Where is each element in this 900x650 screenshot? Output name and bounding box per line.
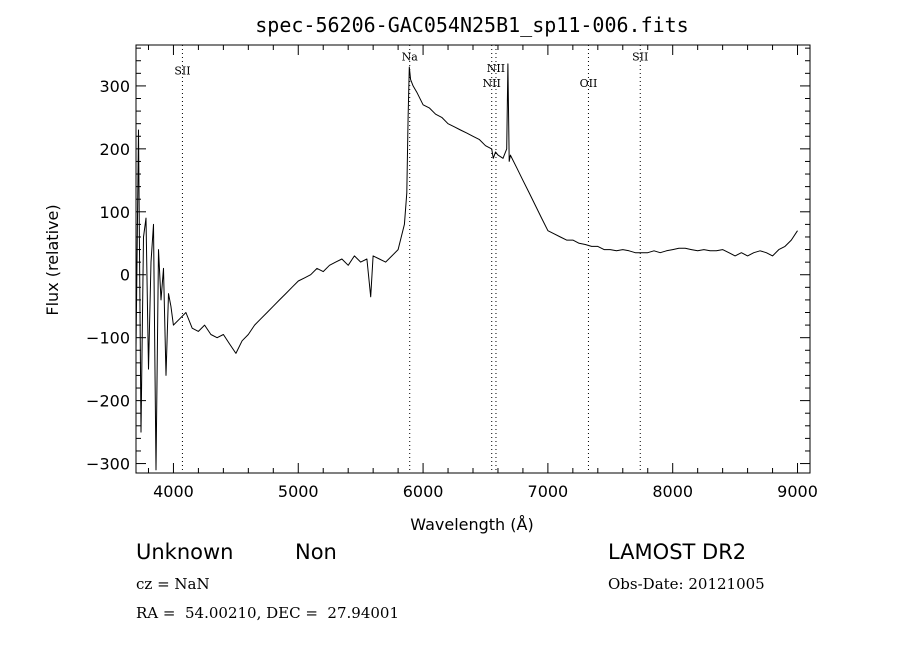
plot-frame <box>135 44 811 474</box>
chart-title: spec-56206-GAC054N25B1_sp11-006.fits <box>255 13 688 37</box>
y-tick-label: 200 <box>99 140 130 159</box>
survey-name: LAMOST DR2 <box>608 540 747 564</box>
y-tick-label: −300 <box>86 455 130 474</box>
object-class: Unknown <box>136 540 234 564</box>
plot-area: SII Na NII NII OII SII <box>135 45 798 473</box>
spectral-line-label: SII <box>174 65 190 78</box>
redshift-text: cz = NaN <box>136 575 210 593</box>
x-tick-label: 6000 <box>403 482 444 501</box>
spectral-line-label: Na <box>402 51 419 64</box>
y-tick-label: 0 <box>120 266 130 285</box>
axis-ticks: 4000 5000 6000 7000 8000 9000 −300 −200 −100 0 100… <box>86 45 818 501</box>
y-tick-label: 300 <box>99 77 130 96</box>
x-tick-label: 7000 <box>528 482 569 501</box>
spectrum-line <box>135 63 798 471</box>
spectral-line-label: NII <box>487 62 505 75</box>
x-tick-label: 9000 <box>777 482 818 501</box>
x-tick-label: 4000 <box>153 482 194 501</box>
y-tick-label: −100 <box>86 329 130 348</box>
spectral-line-label: SII <box>632 51 648 64</box>
coordinates-text: RA = 54.00210, DEC = 27.94001 <box>136 604 400 622</box>
x-tick-label: 5000 <box>278 482 319 501</box>
x-axis-label: Wavelength (Å) <box>410 515 533 534</box>
x-tick-label: 8000 <box>652 482 693 501</box>
y-tick-label: −200 <box>86 392 130 411</box>
y-tick-label: 100 <box>99 203 130 222</box>
obs-date-text: Obs-Date: 20121005 <box>608 575 765 593</box>
object-subclass: Non <box>295 540 337 564</box>
y-axis-label: Flux (relative) <box>43 204 62 315</box>
spectral-line-label: NII <box>483 77 501 90</box>
spectral-line-label: OII <box>580 77 598 90</box>
